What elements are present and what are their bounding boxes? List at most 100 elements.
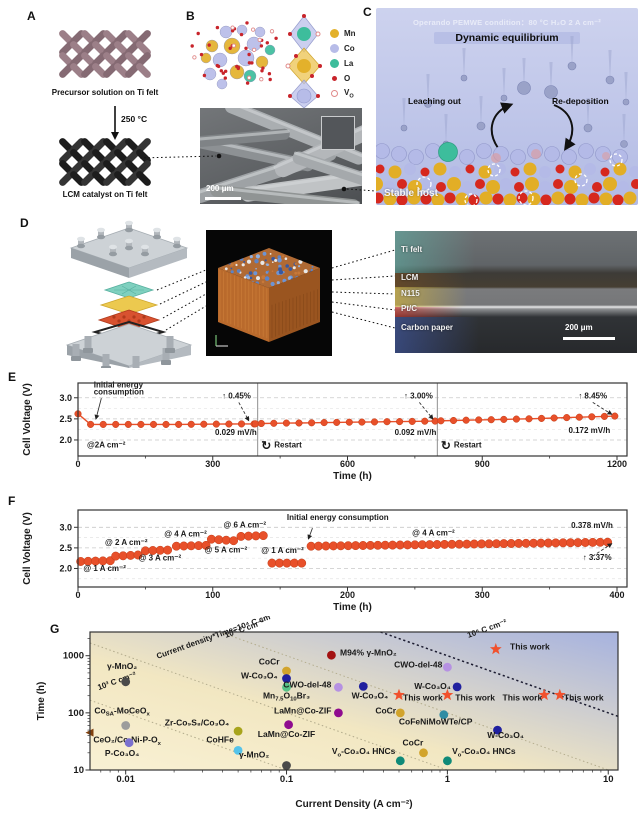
data-point-label: Vo-Co₃O₄ HNCs [332, 746, 396, 758]
this-work-star [489, 643, 502, 655]
catalyst-photo-inset [321, 116, 355, 150]
process-arrow [111, 106, 119, 140]
annotation: @ 1 A cm⁻² [261, 546, 304, 555]
data-point [282, 682, 291, 692]
la-atom-icon [330, 59, 339, 68]
this-work-star [393, 688, 405, 701]
legend-item-co: Co [330, 41, 356, 56]
data-point [358, 682, 368, 691]
data-point [121, 677, 131, 687]
benchmark-scatter-chart: 10³ C cm⁻² Current density*Time=10⁴ C cm⁻… [0, 616, 640, 821]
x-axis-title: Time (h) [333, 602, 372, 613]
data-point-label: CoCr [375, 705, 396, 715]
panel-a: A Precursor solution on Ti felt 250 °C L… [20, 4, 190, 208]
n115-tint [395, 287, 467, 307]
f-plot: @ 1 A cm⁻² @ 2 A cm⁻² @ 3 A cm⁻² @ 4 A cm⁻²… [22, 509, 628, 613]
sem-b-scalebar [205, 197, 241, 200]
this-work-label: This work [455, 692, 495, 702]
redeposition-label: Re-deposition [552, 96, 609, 106]
lcm-mesh [59, 138, 151, 186]
this-work-star [553, 688, 566, 701]
y-axis-title: Cell Voltage (V) [22, 512, 33, 585]
cycle-arrows [490, 102, 576, 151]
data-point [282, 761, 291, 770]
electrode-3d-block-illustration [206, 230, 332, 356]
leaching-out-label: Leaching out [408, 96, 461, 106]
sem-image-ti-felt: 200 μm [200, 108, 362, 204]
carbon-paper-tint [395, 317, 479, 353]
data-point-label: γ-MnO₂ [239, 750, 269, 760]
x-tick: 0.01 [116, 774, 135, 785]
annotation: 0.092 mV/h [395, 428, 437, 437]
lcm-tint [395, 273, 467, 287]
dynamic-equilibrium-title: Dynamic equilibrium [455, 32, 559, 44]
data-point [327, 650, 336, 660]
data-point-label: CWO-del-48 [283, 680, 331, 690]
layer-label-n115: N115 [401, 289, 420, 298]
restart-label: Restart [274, 441, 302, 450]
panel-a-caption-top: Precursor solution on Ti felt [51, 88, 159, 97]
atom-cluster [190, 21, 278, 90]
data-point-label: M94% γ-MnO₂ [340, 648, 397, 658]
panel-d-label: D [20, 216, 29, 230]
stable-host-label: Stable host [384, 188, 438, 199]
annotation: @ 6 A cm⁻² [224, 520, 267, 529]
sem-b-scalebar-text: 200 μm [206, 184, 234, 193]
panel-f-label: F [8, 494, 16, 508]
legend-item-vo: VO [330, 86, 356, 101]
annotation: 0.172 mV/h [568, 426, 610, 435]
data-point-label: CWO-del-48 [394, 660, 442, 670]
annotation: ↑ 0.45% [222, 392, 251, 401]
data-point-label: γ-MnO₂ [107, 661, 137, 671]
x-axis-title: Time (h) [333, 471, 372, 482]
data-point [284, 720, 293, 730]
x-tick: 600 [340, 459, 355, 469]
annotation: @ 4 A cm⁻² [164, 529, 207, 538]
data-point [443, 756, 452, 766]
octahedra [285, 14, 322, 108]
x-tick: 200 [340, 590, 355, 600]
annotation: ↑ 3.37% [583, 553, 612, 562]
data-point [282, 674, 291, 683]
data-point-label: CoHFe [206, 735, 234, 745]
panel-a-label: A [27, 9, 36, 23]
falling-droplets [400, 36, 630, 148]
x-tick: 400 [609, 590, 624, 600]
catalyst-surface [376, 142, 638, 205]
data-point [124, 738, 134, 748]
annotation: @ 2 A cm⁻² [105, 538, 148, 547]
annotation: Initial energy [94, 381, 144, 390]
data-point-label: P-Co₃O₄ [105, 748, 139, 758]
data-point [334, 708, 343, 718]
x-tick: 1200 [607, 459, 627, 469]
x-tick: 1 [445, 774, 451, 785]
dynamic-equilibrium-illustration [376, 8, 638, 205]
data-point [233, 726, 243, 736]
y-tick: 3.0 [59, 393, 72, 403]
precursor-mesh [59, 30, 151, 78]
ti-felt-tint [395, 231, 475, 273]
annotation: Initial energy consumption [287, 513, 389, 522]
sem-cross-section: Ti felt LCM N115 Pt/C Carbon paper 200 μ… [395, 231, 637, 353]
data-point-label: W-Co₃O₄ [241, 671, 278, 681]
data-point-label: Mn7.5O10Br₃ [263, 690, 310, 702]
data-point [395, 756, 405, 766]
data-point-label: CoCr [403, 737, 424, 747]
ptc-tint [395, 307, 463, 317]
data-point-label: CoFeNiMoWTe/CP [399, 717, 473, 727]
o-atom-icon [332, 76, 337, 81]
this-work-label: This work [510, 641, 550, 651]
sem-d-scalebar-text: 200 μm [565, 323, 593, 332]
x-tick: 900 [475, 459, 490, 469]
panel-c: Operando PEMWE condition：80 °C H₂O 2 A c… [376, 8, 638, 205]
annotation: ↑ 8.45% [578, 392, 607, 401]
panel-g-label: G [50, 622, 60, 636]
restart-label: Restart [454, 441, 482, 450]
oxygen-vacancy-icon [331, 90, 338, 97]
data-point [395, 708, 405, 718]
atomic-structure-illustration [182, 4, 362, 108]
tomography-block [206, 230, 332, 356]
this-work-label: This work [403, 692, 443, 702]
